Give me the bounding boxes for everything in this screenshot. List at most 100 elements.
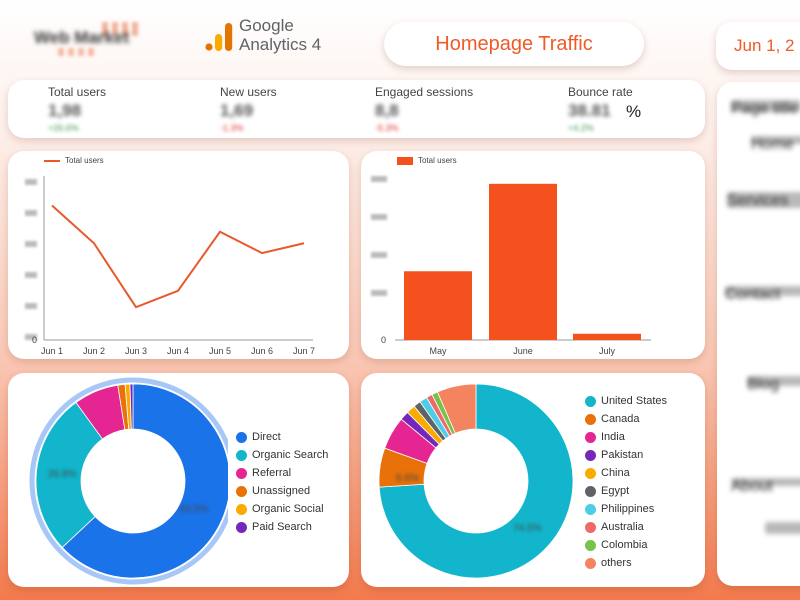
kpi-total-users[interactable]: Total users 1,98 +26.6% xyxy=(48,85,106,133)
kpi-scorecard-row: Total users 1,98 +26.6% New users 1,69 -… xyxy=(8,80,705,138)
legend-item-others[interactable]: others xyxy=(585,554,667,572)
table-row[interactable]: Services xyxy=(727,192,800,209)
channel-donut-chart: 26.9% 63.5% xyxy=(29,377,228,585)
legend-item-china[interactable]: China xyxy=(585,464,667,482)
ga-name: Google xyxy=(239,16,294,35)
channel-legend[interactable]: Direct Organic Search Referral Unassigned Or… xyxy=(236,428,328,536)
analytics-icon xyxy=(205,23,233,51)
legend-dot xyxy=(585,413,596,425)
kpi-label: Engaged sessions xyxy=(375,85,474,99)
legend-label: Pakistan xyxy=(601,449,644,461)
legend-item-organic-social[interactable]: Organic Social xyxy=(236,500,328,518)
legend-item-philippines[interactable]: Philippines xyxy=(585,500,667,518)
page-table-card[interactable]: Page title Home Services Contact Blog Ab… xyxy=(717,82,800,586)
table-row[interactable]: Contact xyxy=(725,286,800,303)
y-tick-label-blurred xyxy=(371,252,387,258)
legend-item-egypt[interactable]: Egypt xyxy=(585,482,667,500)
ga-product: Analytics 4 xyxy=(239,35,322,54)
table-row[interactable]: Home xyxy=(751,136,800,153)
line-chart-legend[interactable]: Total users xyxy=(44,156,104,165)
legend-label: others xyxy=(601,557,632,569)
bar-chart-legend[interactable]: Total users xyxy=(397,156,457,165)
x-tick-label: July xyxy=(599,346,616,356)
x-tick-label: Jun 5 xyxy=(209,346,231,356)
legend-item-australia[interactable]: Australia xyxy=(585,518,667,536)
y-tick-label-blurred xyxy=(371,214,387,220)
y-tick-label-blurred xyxy=(25,303,37,309)
table-header: Page title xyxy=(731,100,800,117)
legend-dot xyxy=(585,467,596,479)
slice-label: 26.9% xyxy=(48,469,76,480)
donut-slice-organic-search xyxy=(35,401,103,548)
legend-item-canada[interactable]: Canada xyxy=(585,410,667,428)
y-tick-label-blurred xyxy=(371,176,387,182)
legend-dot xyxy=(585,503,596,515)
line-chart-card[interactable]: Total users 0 Jun 1 Jun 2 Jun 3 Jun 4 Jun 5 J… xyxy=(8,151,349,359)
brand-logo-mark xyxy=(102,22,142,36)
kpi-new-users[interactable]: New users 1,69 -1.3% xyxy=(220,85,277,133)
slice-label: 6.6% xyxy=(396,473,419,484)
slice-label: 74.5% xyxy=(513,523,541,534)
kpi-bounce-rate[interactable]: Bounce rate 38.81 +4.2% % xyxy=(568,85,641,133)
legend-dot xyxy=(585,557,596,569)
legend-item-referral[interactable]: Referral xyxy=(236,464,328,482)
bar-chart-plot: 0 May June July xyxy=(371,176,651,356)
x-tick-label: Jun 6 xyxy=(251,346,273,356)
legend-label: United States xyxy=(601,395,668,407)
brand-logo: Web Market xyxy=(30,22,160,56)
legend-item-pakistan[interactable]: Pakistan xyxy=(585,446,667,464)
legend-dot xyxy=(236,431,247,443)
x-tick-label: May xyxy=(429,346,447,356)
legend-label: Direct xyxy=(252,431,281,443)
country-donut-chart: 6.6% 74.5% xyxy=(378,383,574,579)
legend-label: Canada xyxy=(601,413,640,425)
y-tick-label-blurred xyxy=(25,334,37,340)
kpi-label: Bounce rate xyxy=(568,85,633,99)
legend-item-organic-search[interactable]: Organic Search xyxy=(236,446,328,464)
kpi-unit: % xyxy=(626,102,642,121)
legend-label: Referral xyxy=(252,467,292,479)
legend-dot xyxy=(236,449,247,461)
table-row[interactable]: Blog xyxy=(747,376,800,393)
legend-label: Total users xyxy=(418,156,457,165)
legend-label: Organic Search xyxy=(252,449,329,461)
legend-item-united-states[interactable]: United States xyxy=(585,392,667,410)
legend-label: Colombia xyxy=(601,539,648,551)
legend-item-unassigned[interactable]: Unassigned xyxy=(236,482,328,500)
bar-chart-card[interactable]: Total users 0 May June July xyxy=(361,151,705,359)
line-chart-plot: 0 Jun 1 Jun 2 Jun 3 Jun 4 Jun 5 Jun 6 Jun 7 xyxy=(25,176,315,356)
kpi-label: New users xyxy=(220,85,277,99)
channel-donut-card[interactable]: 26.9% 63.5% Direct Organic Search Referral… xyxy=(8,373,349,587)
legend-dot xyxy=(585,521,596,533)
country-donut-card[interactable]: 6.6% 74.5% United States Canada India Pakis… xyxy=(361,373,705,587)
kpi-value: 8,8 xyxy=(375,101,399,120)
legend-label: Organic Social xyxy=(252,503,324,515)
legend-label: Australia xyxy=(601,521,644,533)
brand-name: Web Market xyxy=(34,28,130,47)
legend-item-paid-search[interactable]: Paid Search xyxy=(236,518,328,536)
legend-dot xyxy=(236,521,247,533)
legend-line-swatch xyxy=(44,159,60,162)
kpi-delta: -5.3% xyxy=(375,123,399,133)
kpi-delta: -1.3% xyxy=(220,123,244,133)
donut-slice-direct xyxy=(61,383,228,579)
y-tick-label-blurred xyxy=(25,210,37,216)
legend-dot xyxy=(236,503,247,515)
country-legend[interactable]: United States Canada India Pakistan China Egy… xyxy=(585,392,667,572)
donut-hover-ring xyxy=(29,377,228,585)
y-tick-zero: 0 xyxy=(381,335,386,345)
legend-item-colombia[interactable]: Colombia xyxy=(585,536,667,554)
y-tick-label-blurred xyxy=(25,272,37,278)
kpi-delta: +4.2% xyxy=(568,123,594,133)
legend-label: Paid Search xyxy=(252,521,312,533)
legend-label: Philippines xyxy=(601,503,655,515)
kpi-engaged-sessions[interactable]: Engaged sessions 8,8 -5.3% xyxy=(375,85,473,133)
legend-dot xyxy=(585,395,596,407)
legend-item-direct[interactable]: Direct xyxy=(236,428,328,446)
legend-label: Egypt xyxy=(601,485,630,497)
legend-item-india[interactable]: India xyxy=(585,428,667,446)
x-tick-label: Jun 7 xyxy=(293,346,315,356)
legend-label: Unassigned xyxy=(252,485,311,497)
table-row[interactable]: About xyxy=(731,478,800,495)
date-range-selector[interactable]: Jun 1, 2 xyxy=(716,22,800,70)
